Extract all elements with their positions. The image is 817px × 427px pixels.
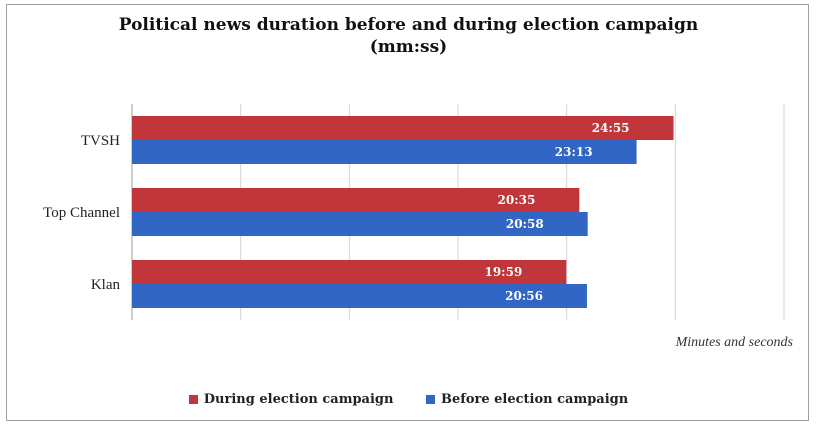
bar <box>132 116 674 140</box>
chart-subtitle: (mm:ss) <box>369 37 448 57</box>
bar-value-label: 20:58 <box>506 217 544 231</box>
bar-value-label: 23:13 <box>555 145 593 159</box>
bar <box>132 140 637 164</box>
legend-label-before: Before election campaign <box>440 392 629 407</box>
bar-value-label: 19:59 <box>484 265 522 279</box>
category-label: Top Channel <box>43 205 120 221</box>
bar <box>132 188 580 212</box>
category-labels: TVSH Top Channel Klan <box>43 133 120 293</box>
bar <box>132 284 587 308</box>
bar-value-label: 20:35 <box>498 193 536 207</box>
legend: During election campaign Before election… <box>0 392 817 408</box>
chart-title: Political news duration before and durin… <box>118 15 699 35</box>
bar-group: 24:55 23:13 20:35 20:58 19:59 20:56 <box>132 116 674 308</box>
chart-title-block: Political news duration before and durin… <box>0 14 817 58</box>
legend-label-during: During election campaign <box>203 392 394 407</box>
bar-value-label: 24:55 <box>592 121 630 135</box>
category-label: TVSH <box>81 133 120 149</box>
x-axis-title: Minutes and seconds <box>675 335 794 350</box>
bar-value-label: 20:56 <box>505 289 543 303</box>
bar <box>132 260 567 284</box>
legend-item-during: During election campaign <box>188 392 394 407</box>
category-label: Klan <box>91 277 121 293</box>
bar <box>132 212 588 236</box>
legend-swatch-before <box>425 395 435 404</box>
legend-swatch-during <box>188 395 198 404</box>
legend-item-before: Before election campaign <box>425 392 629 407</box>
